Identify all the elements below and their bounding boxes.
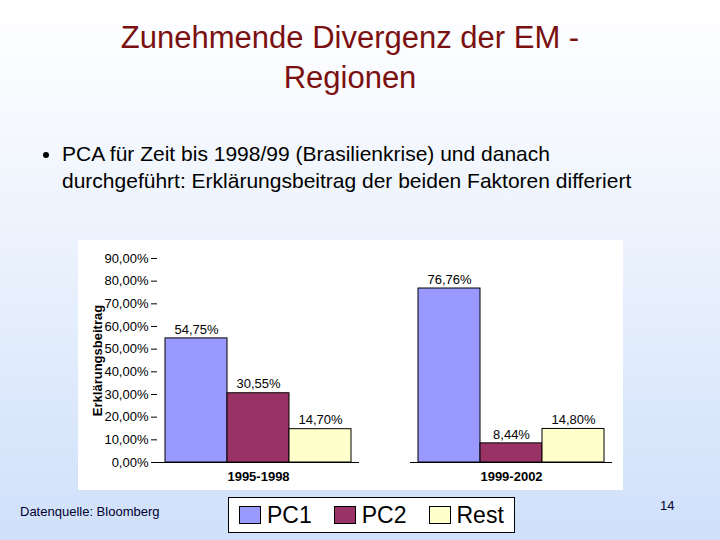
svg-text:80,00%: 80,00% xyxy=(104,273,149,288)
svg-text:14,80%: 14,80% xyxy=(551,412,596,427)
svg-text:14,70%: 14,70% xyxy=(298,412,343,427)
html-text:PC2: PC2 xyxy=(361,501,407,528)
svg-text:1999-2002: 1999-2002 xyxy=(480,469,542,484)
svg-text:0,00%: 0,00% xyxy=(112,455,149,470)
svg-text:60,00%: 60,00% xyxy=(104,319,149,334)
html-text:14: 14 xyxy=(660,498,675,513)
html-text:PCA für Zeit bis 1998/99 (Bras: PCA für Zeit bis 1998/99 (Brasilienkrise… xyxy=(62,142,632,192)
svg-text:30,55%: 30,55% xyxy=(236,376,281,391)
svg-text:54,75%: 54,75% xyxy=(174,322,219,337)
html-text:PC1: PC1 xyxy=(267,501,312,528)
svg-text:10,00%: 10,00% xyxy=(104,432,149,447)
svg-text:20,00%: 20,00% xyxy=(104,409,149,424)
svg-text:50,00%: 50,00% xyxy=(104,341,149,356)
svg-text:40,00%: 40,00% xyxy=(104,364,149,379)
svg-text:8,44%: 8,44% xyxy=(493,427,530,442)
html-text:Rest: Rest xyxy=(456,501,504,528)
svg-text:30,00%: 30,00% xyxy=(104,387,149,402)
svg-text:90,00%: 90,00% xyxy=(104,251,149,266)
html-text:Datenquelle: Bloomberg: Datenquelle: Bloomberg xyxy=(20,504,160,519)
svg-text:Erklärungsbeitrag: Erklärungsbeitrag xyxy=(90,305,105,416)
svg-text:70,00%: 70,00% xyxy=(104,296,149,311)
svg-text:1995-1998: 1995-1998 xyxy=(227,469,289,484)
svg-text:76,76%: 76,76% xyxy=(427,272,472,287)
html-text:Zunehmende Divergenz der EM -: Zunehmende Divergenz der EM - Regionen xyxy=(120,20,580,95)
